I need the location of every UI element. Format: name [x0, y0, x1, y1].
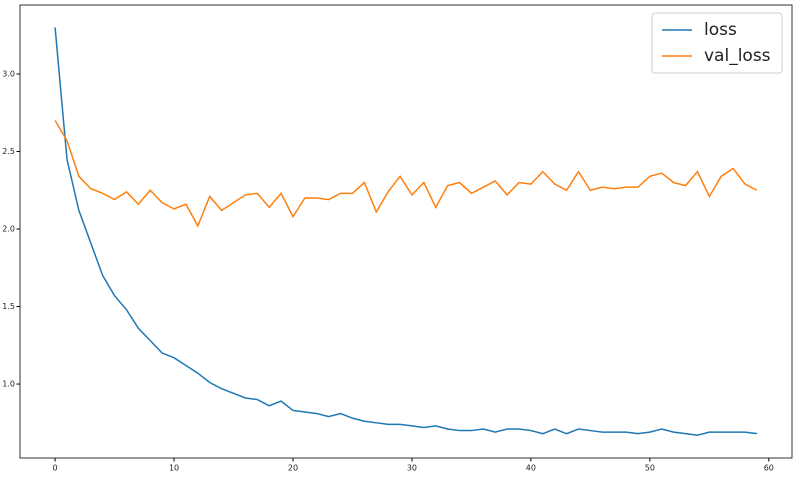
line-series	[54, 120, 758, 228]
y-tick-label: 1.0	[2, 380, 15, 389]
x-tick-label: 10	[169, 464, 179, 473]
x-tick-label: 0	[53, 464, 58, 473]
x-tick-label: 50	[645, 464, 655, 473]
y-tick-label: 2.0	[2, 225, 15, 234]
line-series	[54, 27, 758, 436]
legend-label: val_loss	[704, 46, 771, 66]
x-tick-label: 20	[288, 464, 298, 473]
plot-area	[19, 4, 793, 459]
y-tick-label: 1.5	[2, 302, 15, 311]
legend-box	[651, 12, 783, 74]
legend-label: loss	[704, 20, 737, 40]
y-tick-label: 3.0	[2, 69, 15, 78]
x-tick-label: 40	[526, 464, 536, 473]
x-tick-label: 60	[764, 464, 774, 473]
x-tick-label: 30	[407, 464, 417, 473]
y-tick-label: 2.5	[2, 147, 15, 156]
